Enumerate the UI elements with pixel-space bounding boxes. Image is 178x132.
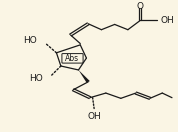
Text: O: O <box>137 2 144 11</box>
Polygon shape <box>78 70 90 83</box>
Text: HO: HO <box>30 74 43 83</box>
Text: HO: HO <box>23 36 37 45</box>
Text: OH: OH <box>88 112 101 121</box>
Text: Abs: Abs <box>66 54 80 63</box>
Text: OH: OH <box>161 16 175 25</box>
FancyBboxPatch shape <box>62 54 83 63</box>
